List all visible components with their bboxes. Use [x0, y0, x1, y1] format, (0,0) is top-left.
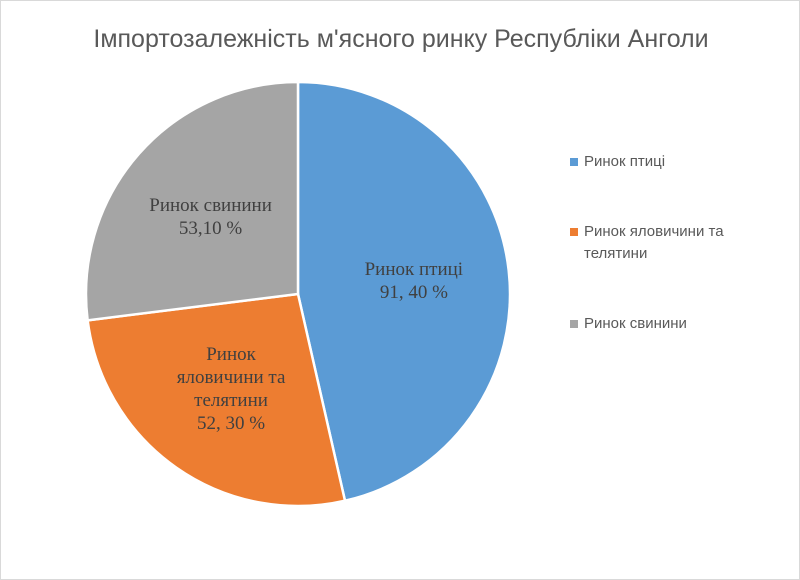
pie-slice [84, 80, 300, 322]
data-label: Ринок свинини 53,10 % [131, 194, 291, 240]
data-label-category: Ринок яловичини та телятини [176, 344, 286, 412]
data-label-category: Ринок птиці [364, 258, 464, 280]
data-label-value: 52, 30 % [197, 413, 266, 435]
data-label: Ринок яловичини та телятини 52, 30 % [171, 343, 291, 435]
legend-swatch [570, 320, 578, 328]
legend-label: Ринок яловичини та телятини [584, 223, 724, 262]
data-label-category: Ринок свинини [149, 194, 272, 216]
legend-item: Ринок яловичини та телятини [566, 221, 766, 265]
legend-label: Ринок птиці [584, 153, 666, 170]
legend-item: Ринок свинини [566, 313, 766, 335]
legend-label: Ринок свинини [584, 315, 687, 332]
pie-slice [296, 80, 512, 503]
legend: Ринок птиці Ринок яловичини та телятини Ри… [566, 151, 766, 383]
data-label-value: 91, 40 % [379, 281, 448, 303]
pie-slice [86, 292, 347, 508]
chart-title: Імпортозалежність м'ясного ринку Республ… [93, 25, 709, 53]
legend-item: Ринок птиці [566, 151, 766, 173]
legend-swatch [570, 228, 578, 236]
data-label-value: 53,10 % [178, 217, 243, 239]
legend-swatch [570, 158, 578, 166]
data-label: Ринок птиці 91, 40 % [334, 258, 494, 304]
